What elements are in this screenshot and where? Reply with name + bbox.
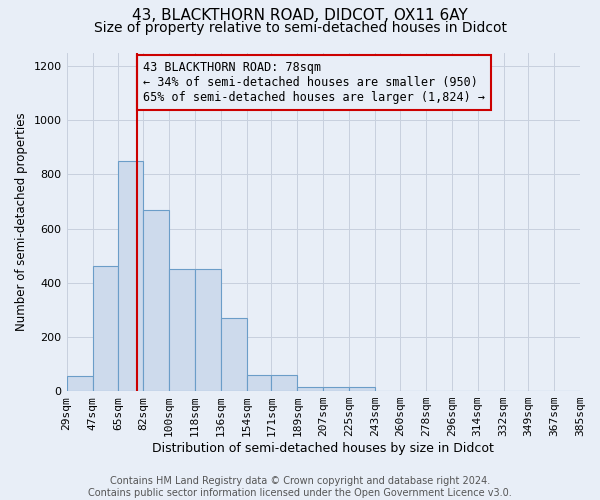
Bar <box>349 387 375 391</box>
Bar <box>271 375 298 391</box>
Text: 43, BLACKTHORN ROAD, DIDCOT, OX11 6AY: 43, BLACKTHORN ROAD, DIDCOT, OX11 6AY <box>132 8 468 22</box>
Text: Contains HM Land Registry data © Crown copyright and database right 2024.
Contai: Contains HM Land Registry data © Crown c… <box>88 476 512 498</box>
Bar <box>195 269 221 391</box>
Bar <box>323 387 349 391</box>
Bar <box>143 210 169 391</box>
Text: 43 BLACKTHORN ROAD: 78sqm
← 34% of semi-detached houses are smaller (950)
65% of: 43 BLACKTHORN ROAD: 78sqm ← 34% of semi-… <box>143 60 485 104</box>
Bar <box>298 387 323 391</box>
Bar <box>221 318 247 391</box>
Bar <box>118 161 143 391</box>
Bar <box>92 266 118 391</box>
Bar <box>67 376 92 391</box>
Y-axis label: Number of semi-detached properties: Number of semi-detached properties <box>15 112 28 331</box>
Bar <box>169 269 195 391</box>
Bar <box>247 375 271 391</box>
X-axis label: Distribution of semi-detached houses by size in Didcot: Distribution of semi-detached houses by … <box>152 442 494 455</box>
Text: Size of property relative to semi-detached houses in Didcot: Size of property relative to semi-detach… <box>94 21 506 35</box>
